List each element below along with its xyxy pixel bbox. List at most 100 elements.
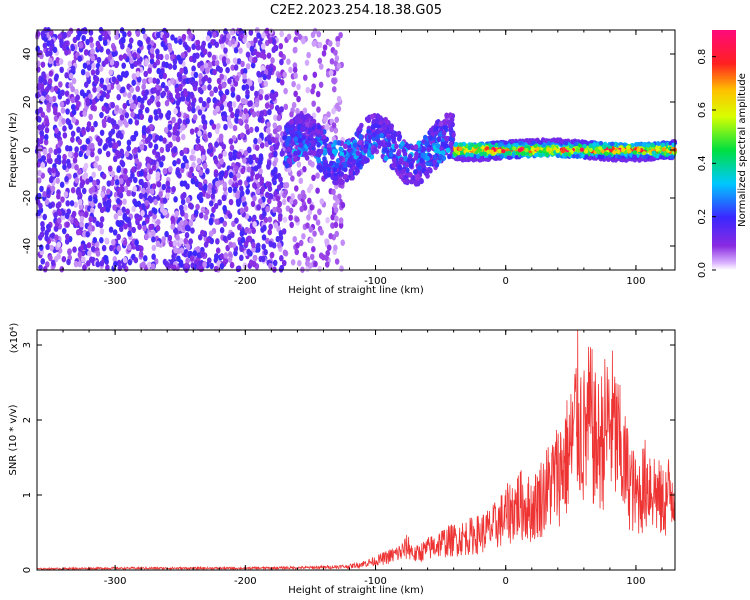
heatmap-cell xyxy=(56,253,61,260)
heatmap-cell xyxy=(526,139,531,144)
heatmap-cell xyxy=(158,53,164,61)
heatmap-cell xyxy=(599,155,604,160)
heatmap-cell xyxy=(73,151,79,159)
heatmap-cell xyxy=(286,58,291,65)
heatmap-cell xyxy=(311,83,316,90)
heatmap-y-tick-label: 20 xyxy=(22,96,33,109)
heatmap-cell xyxy=(173,108,178,115)
heatmap-cell xyxy=(175,130,180,137)
heatmap-cell xyxy=(56,154,62,161)
heatmap-cell xyxy=(177,72,183,80)
heatmap-cell xyxy=(278,266,284,273)
heatmap-cell xyxy=(148,196,154,204)
heatmap-cell xyxy=(328,69,334,77)
heatmap-cell xyxy=(164,53,170,61)
heatmap-cell xyxy=(294,216,300,223)
heatmap-cell xyxy=(64,212,70,220)
heatmap-cell xyxy=(278,234,284,241)
heatmap-cell xyxy=(175,99,181,107)
heatmap-x-tick-label: 0 xyxy=(503,276,509,287)
heatmap-cell xyxy=(114,179,120,186)
heatmap-cell xyxy=(232,124,238,132)
heatmap-cell xyxy=(317,41,323,49)
heatmap-cell xyxy=(346,139,351,146)
heatmap-cell xyxy=(85,137,91,145)
heatmap-cell xyxy=(135,70,141,78)
heatmap-cell xyxy=(36,177,42,184)
heatmap-cell xyxy=(579,147,585,152)
heatmap-cell xyxy=(261,234,267,241)
heatmap-cell xyxy=(352,142,358,149)
heatmap-cell xyxy=(192,114,198,121)
heatmap-cell xyxy=(424,140,430,147)
heatmap-cell xyxy=(311,100,316,107)
heatmap-cell xyxy=(160,81,166,89)
heatmap-cell xyxy=(72,157,78,164)
heatmap-cell xyxy=(77,168,82,175)
heatmap-cell xyxy=(228,179,233,186)
heatmap-cell xyxy=(253,165,259,172)
heatmap-cell xyxy=(121,37,126,44)
heatmap-cell xyxy=(149,58,155,65)
heatmap-cell xyxy=(172,240,178,247)
heatmap-cell xyxy=(77,30,82,37)
heatmap-cell xyxy=(215,105,220,112)
heatmap-cell xyxy=(279,30,284,38)
heatmap-cell xyxy=(363,147,368,154)
heatmap-cell xyxy=(61,255,67,263)
heatmap-cell xyxy=(233,64,239,71)
heatmap-cell xyxy=(171,264,177,271)
heatmap-cell xyxy=(152,62,158,69)
heatmap-cell xyxy=(178,38,183,45)
heatmap-cell xyxy=(228,241,233,248)
heatmap-cell xyxy=(111,50,117,58)
heatmap-cell xyxy=(65,108,70,115)
heatmap-cell xyxy=(263,216,269,224)
heatmap-cell xyxy=(318,81,324,88)
heatmap-cell xyxy=(75,229,81,236)
heatmap-cell xyxy=(116,197,121,205)
heatmap-cell xyxy=(116,152,121,159)
heatmap-cell xyxy=(142,224,147,232)
heatmap-cell xyxy=(77,55,83,62)
heatmap-cell xyxy=(205,168,210,175)
heatmap-cell xyxy=(432,154,438,160)
heatmap-cell xyxy=(190,101,196,108)
heatmap-cell xyxy=(269,103,274,110)
heatmap-cell xyxy=(133,146,138,154)
heatmap-cell xyxy=(490,140,496,145)
heatmap-cell xyxy=(45,243,50,251)
heatmap-cell xyxy=(401,148,407,154)
heatmap-cell xyxy=(37,169,42,177)
heatmap-cell xyxy=(90,207,95,214)
heatmap-cell xyxy=(47,78,53,85)
heatmap-cell xyxy=(185,95,191,102)
heatmap-cell xyxy=(170,223,175,230)
heatmap-cell xyxy=(187,105,192,112)
heatmap-cell xyxy=(221,35,226,43)
heatmap-cell xyxy=(232,57,238,64)
heatmap-cell xyxy=(229,29,235,36)
heatmap-cell xyxy=(212,68,217,76)
heatmap-cell xyxy=(143,181,148,189)
heatmap-cell xyxy=(469,152,475,158)
heatmap-cell xyxy=(245,188,250,195)
heatmap-cell xyxy=(417,164,422,171)
heatmap-cell xyxy=(248,56,254,63)
heatmap-cell xyxy=(85,260,91,267)
heatmap-cell xyxy=(281,259,287,267)
heatmap-cell xyxy=(135,216,140,224)
heatmap-cell xyxy=(311,246,316,253)
heatmap-cell xyxy=(276,242,282,249)
heatmap-cell xyxy=(458,146,463,152)
heatmap-cell xyxy=(420,152,426,158)
heatmap-cell xyxy=(213,86,218,94)
heatmap-cell xyxy=(268,262,273,270)
heatmap-cell xyxy=(313,260,318,268)
heatmap-cell xyxy=(293,185,299,192)
heatmap-cell xyxy=(222,220,228,227)
heatmap-cell xyxy=(224,88,230,96)
heatmap-cell xyxy=(140,261,146,268)
heatmap-cell xyxy=(105,48,111,55)
heatmap-cell xyxy=(155,240,161,248)
